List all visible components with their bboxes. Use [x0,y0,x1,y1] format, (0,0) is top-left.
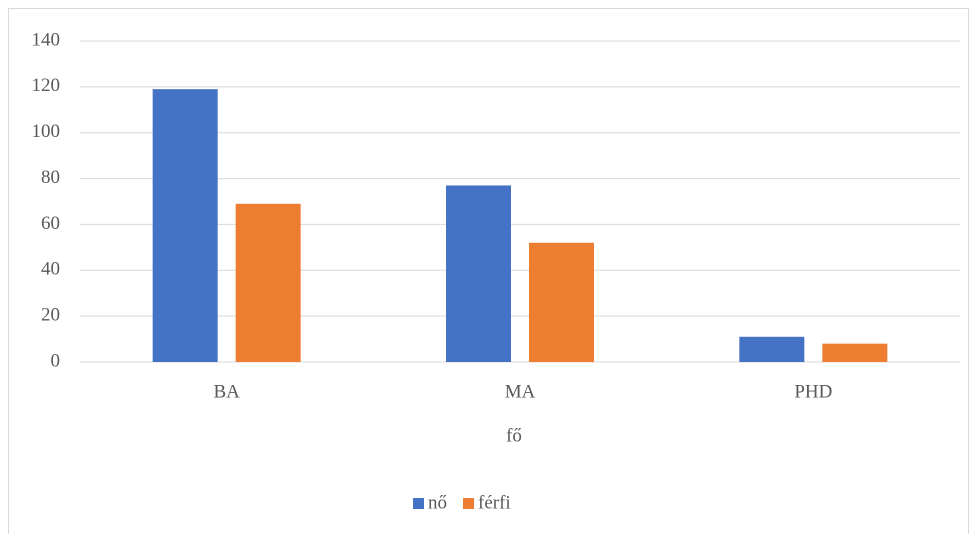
y-tick-label: 60 [41,213,60,234]
y-tick-label: 120 [32,75,61,96]
y-tick-label: 40 [41,259,60,280]
bar [529,242,594,362]
bar [235,203,301,362]
bar [152,89,218,363]
y-tick-label: 140 [32,29,61,50]
y-tick-label: 100 [32,121,61,142]
legend-label: nő [428,492,447,513]
legend-swatch [413,498,424,509]
legend-swatch [463,498,474,509]
y-tick-label: 80 [41,167,60,188]
y-tick-label: 20 [41,305,60,326]
legend-label: férfi [478,492,511,513]
bar [739,336,805,362]
y-tick-label: 0 [51,350,61,371]
bar [446,185,511,362]
x-axis-title: fő [506,425,522,446]
x-tick-label: MA [505,381,536,402]
x-tick-label: PHD [794,381,832,402]
x-tick-label: BA [213,381,240,402]
bar [822,343,888,362]
